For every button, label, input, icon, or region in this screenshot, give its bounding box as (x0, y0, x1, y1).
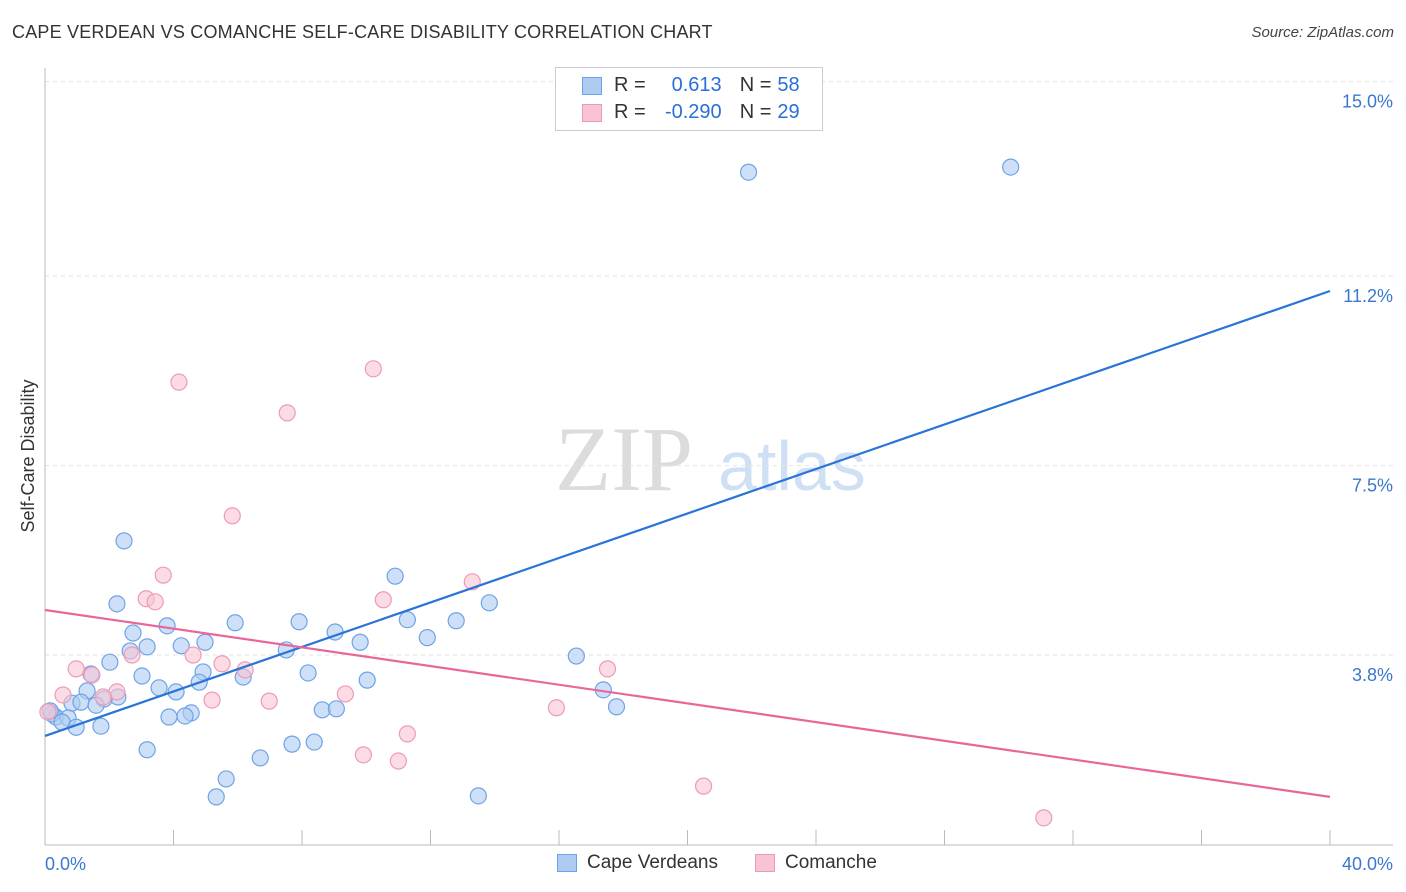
comanche-point (39, 703, 57, 721)
comanche-point (146, 593, 164, 611)
legend-n-value: 58 (777, 74, 800, 96)
comanche-point (364, 360, 382, 378)
comanche-point (67, 660, 85, 678)
cape-verdean-point (176, 707, 194, 725)
cape-verdean-point (138, 741, 156, 759)
legend-r-value: -0.290 (664, 101, 722, 123)
y-axis-label: Self-Care Disability (18, 379, 38, 532)
cape-verdean-point (160, 708, 178, 726)
comanche-point (389, 752, 407, 770)
comanche-point (260, 692, 278, 710)
comanche-point (123, 646, 141, 664)
comanche-point (213, 655, 231, 673)
bottom-legend-cape-verdeans: Cape Verdeans (557, 852, 718, 874)
cape-verdean-point (133, 667, 151, 685)
legend-r-label: R = (614, 74, 646, 96)
legend-r-value: 0.613 (671, 74, 722, 96)
legend-n-label: N = (739, 101, 772, 123)
watermark-zip: ZIP (555, 408, 693, 510)
cape-verdean-point (251, 749, 269, 767)
comanche-point (398, 725, 416, 743)
chart-title: CAPE VERDEAN VS COMANCHE SELF-CARE DISAB… (12, 22, 713, 42)
comanche-point (203, 691, 221, 709)
legend-n-value: 29 (777, 101, 800, 123)
cape-verdean-point (72, 693, 90, 711)
comanche-point (547, 699, 566, 717)
comanche-point (354, 746, 372, 764)
series-name: Comanche (785, 852, 877, 873)
comanche-point (336, 685, 354, 703)
cape-verdean-point (447, 612, 465, 630)
x-tick-label: 40.0% (1342, 854, 1393, 874)
cape-verdean-point (567, 647, 585, 665)
cape-verdean-point (358, 671, 376, 689)
comanche-point (83, 666, 101, 684)
cape-verdean-point (327, 700, 345, 718)
legend-swatch-pink (755, 854, 775, 872)
cape-verdean-point (226, 614, 244, 632)
cape-verdean-trend-line (44, 289, 1331, 737)
cape-verdean-point (290, 613, 308, 631)
bottom-legend-comanche: Comanche (755, 852, 877, 874)
x-tick-label: 0.0% (45, 854, 86, 874)
cape-verdean-point (283, 735, 301, 753)
legend-swatch-blue (557, 854, 577, 872)
series-name: Cape Verdeans (587, 852, 718, 873)
cape-verdean-point (115, 532, 133, 550)
y-tick-label: 3.8% (1352, 665, 1393, 685)
cape-verdean-point (207, 788, 225, 806)
legend-swatch-blue (582, 76, 602, 95)
legend-swatch-pink (582, 103, 602, 122)
cape-verdean-point (92, 717, 110, 735)
cape-verdean-point (167, 683, 185, 701)
chart-source: Source: ZipAtlas.com (1251, 24, 1394, 41)
cape-verdean-point (469, 787, 487, 805)
legend-n-label: N = (739, 74, 772, 96)
cape-verdean-point (480, 594, 498, 612)
cape-verdean-point (739, 163, 758, 181)
comanche-point (278, 404, 296, 422)
comanche-point (170, 373, 188, 391)
y-tick-label: 11.2% (1343, 286, 1393, 306)
cape-verdean-point (398, 611, 416, 629)
cape-verdean-point (217, 770, 235, 788)
cape-verdean-point (351, 633, 369, 651)
legend: R = 0.613 N = 58 R = -0.290 N = 29 (555, 67, 823, 131)
cape-verdean-point (299, 664, 317, 682)
comanche-point (54, 686, 72, 704)
cape-verdean-point (607, 698, 626, 716)
comanche-point (694, 777, 713, 795)
cape-verdean-point (124, 624, 142, 642)
cape-verdean-point (172, 637, 190, 655)
comanche-point (1035, 809, 1053, 827)
cape-verdean-point (138, 638, 156, 656)
comanche-trend-line (44, 608, 1331, 798)
comanche-point (184, 646, 202, 664)
legend-row-comanche: R = -0.290 N = 29 (582, 101, 800, 124)
comanche-point (94, 688, 112, 706)
legend-r-label: R = (614, 101, 646, 123)
comanche-point (223, 507, 241, 525)
cape-verdean-point (386, 567, 404, 585)
cape-verdean-point (196, 633, 214, 651)
y-tick-label: 15.0% (1342, 92, 1393, 112)
cape-verdean-point (1002, 158, 1020, 176)
cape-verdean-point (305, 733, 323, 751)
legend-row-cape-verdeans: R = 0.613 N = 58 (582, 74, 800, 97)
cape-verdean-point (418, 629, 436, 647)
cape-verdean-point (101, 653, 119, 671)
y-tick-label: 7.5% (1352, 476, 1393, 496)
comanche-point (374, 591, 392, 609)
cape-verdean-point (108, 595, 126, 613)
comanche-point (598, 660, 617, 678)
comanche-point (154, 566, 172, 584)
